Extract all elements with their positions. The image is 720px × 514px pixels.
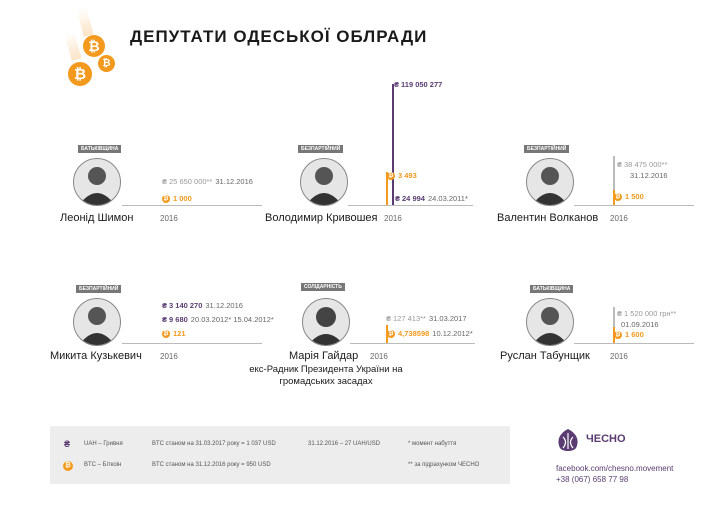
bitcoin-icon: ₿ <box>68 62 92 86</box>
year-label: 2016 <box>370 352 388 361</box>
party-badge: СОЛІДАРНІСТЬ <box>301 283 345 291</box>
deputy-photo <box>73 298 121 346</box>
btc-bar <box>386 172 388 205</box>
hryvnia-icon: ₴ <box>394 80 400 89</box>
chart-baseline <box>122 343 262 344</box>
bitcoin-icon: ₿ <box>614 331 622 340</box>
page-title: ДЕПУТАТИ ОДЕСЬКОЇ ОБЛРАДИ <box>130 27 428 46</box>
phone-number: +38 (067) 658 77 98 <box>556 475 629 484</box>
deputy-photo <box>526 158 574 206</box>
legend-uah: UAH – Гривня <box>84 441 123 447</box>
uah-value-label: ₴ 3 140 270 31.12.2016 <box>162 301 243 310</box>
uah-date-label: 31.12.2016 <box>630 171 668 180</box>
uah-date-label: 01.09.2016 <box>621 320 659 329</box>
uah-value-label: ₴ 119 050 277 <box>394 80 443 89</box>
bitcoin-icon: ₿ <box>162 330 170 339</box>
legend-btc: BTC – Біткоін <box>84 462 122 468</box>
deputy-photo <box>302 298 350 346</box>
bitcoin-icon: ₿ <box>98 55 115 72</box>
facebook-link[interactable]: facebook.com/chesno.movement <box>556 464 674 473</box>
deputy-name: Марія Гайдар <box>289 350 359 362</box>
rate-note: BTC станом на 31.12.2016 року = 950 USD <box>152 462 271 468</box>
deputy-photo <box>73 158 121 206</box>
btc-value-label: ₿ 1 500 <box>614 192 644 202</box>
bitcoin-icon: ₿ <box>614 193 622 202</box>
year-label: 2016 <box>160 352 178 361</box>
deputy-name: Руслан Табунщик <box>500 350 590 362</box>
footnote: * момент набуття <box>408 441 457 447</box>
bitcoin-icon: ₿ <box>387 330 395 339</box>
brand-name: ЧЕСНО <box>586 433 626 445</box>
hryvnia-icon: ₴ <box>395 194 401 203</box>
legend-panel: ₴ UAH – Гривня ₿ BTC – Біткоін BTC стано… <box>50 426 510 484</box>
chart-baseline <box>350 343 475 344</box>
party-badge: БЕЗПАРТІЙНИЙ <box>298 145 344 153</box>
hryvnia-icon: ₴ <box>617 160 623 169</box>
bitcoin-icon: ₿ <box>63 460 76 471</box>
rate-note: 31.12.2016 – 27 UAH/USD <box>308 441 381 447</box>
uah-value-label: ₴ 127 413** 31.03.2017 <box>386 314 467 323</box>
uah-value-label: ₴ 25 650 000** 31.12.2016 <box>162 177 253 186</box>
btc-value-label: ₿ 121 <box>162 329 186 339</box>
deputy-name: Микита Кузькевич <box>50 350 142 362</box>
uah-bar <box>613 307 615 343</box>
deputy-subtitle: екс-Радник Президента України на громадс… <box>249 364 403 387</box>
chart-baseline <box>574 343 694 344</box>
btc-value-label: ₿ 3 493 <box>387 171 417 181</box>
uah-bar <box>613 156 615 205</box>
btc-value-label: ₿ 1 600 <box>614 330 644 340</box>
chart-baseline <box>122 205 262 206</box>
year-label: 2016 <box>384 214 402 223</box>
btc-value-label: ₿ 1 000 <box>162 194 192 204</box>
hryvnia-icon: ₴ <box>162 301 168 310</box>
deputy-photo <box>300 158 348 206</box>
chart-baseline <box>574 205 694 206</box>
deputy-name: Леонід Шимон <box>60 212 134 224</box>
uah-value-label: ₴ 9 680 20.03.2012* 15.04.2012* <box>162 315 274 324</box>
party-badge: БЕЗПАРТІЙНИЙ <box>524 145 570 153</box>
hryvnia-icon: ₴ <box>162 315 168 324</box>
hryvnia-icon: ₴ <box>617 309 623 318</box>
deputy-photo <box>526 298 574 346</box>
bitcoin-icon: ₿ <box>83 35 105 57</box>
btc-value-label: ₿ 4,738598 10.12.2012* <box>387 329 473 339</box>
coin-trail-decoration <box>76 7 94 37</box>
party-badge: БАТЬКІВЩИНА <box>78 145 122 153</box>
uah-value-label: ₴ 1 520 000 грн** <box>617 309 677 318</box>
party-badge: БЕЗПАРТІЙНИЙ <box>76 285 122 293</box>
coin-trail-decoration <box>64 31 82 61</box>
hryvnia-icon: ₴ <box>64 439 71 449</box>
deputy-name: Володимир Кривошея <box>265 212 378 224</box>
chesno-logo-icon <box>555 428 581 452</box>
bitcoin-icon: ₿ <box>162 195 170 204</box>
hryvnia-icon: ₴ <box>386 314 392 323</box>
deputy-name: Валентин Волканов <box>497 212 599 224</box>
rate-note: BTC станом на 31.03.2017 року = 1 037 US… <box>152 441 276 447</box>
hryvnia-icon: ₴ <box>162 177 168 186</box>
uah-value-label: ₴ 38 475 000** <box>617 160 668 169</box>
uah-value-label: ₴ 24 994 24.03.2011* <box>395 194 468 203</box>
bitcoin-icon: ₿ <box>387 172 395 181</box>
party-badge: БАТЬКІВЩИНА <box>530 285 574 293</box>
chart-baseline <box>348 205 473 206</box>
footnote: ** за підрахунком ЧЕСНО <box>408 462 480 468</box>
uah-bar <box>392 84 394 205</box>
year-label: 2016 <box>610 214 628 223</box>
year-label: 2016 <box>610 352 628 361</box>
year-label: 2016 <box>160 214 178 223</box>
